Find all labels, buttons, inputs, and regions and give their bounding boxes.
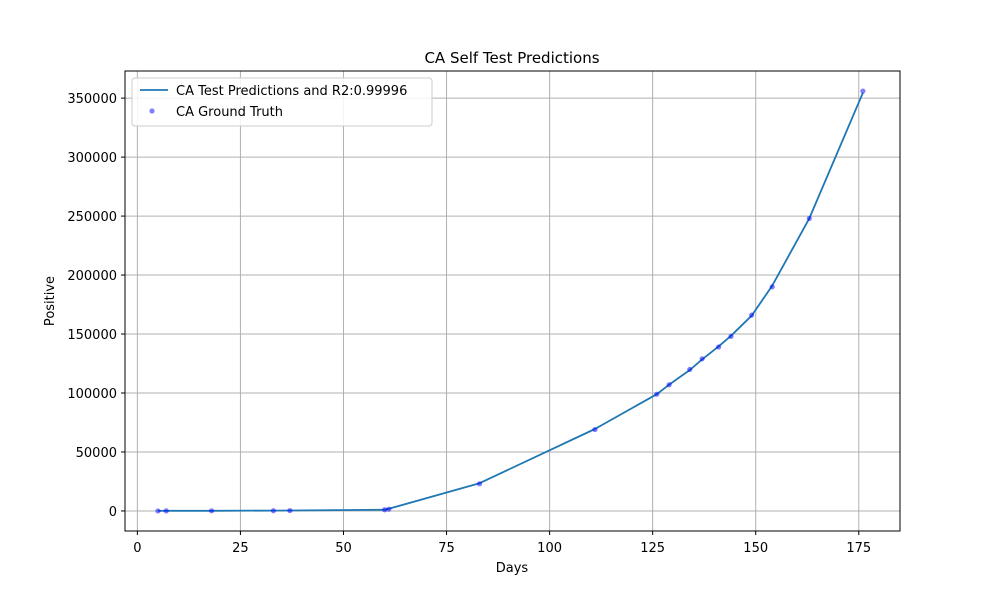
y-tick-label: 200000 (67, 269, 117, 284)
x-tick-label: 75 (438, 541, 455, 556)
ground-truth-point (769, 284, 775, 290)
x-tick-label: 50 (335, 541, 352, 556)
legend-point-swatch (149, 108, 155, 114)
x-tick-label: 25 (232, 541, 249, 556)
x-tick-label: 175 (846, 541, 871, 556)
series-layer (155, 88, 866, 514)
ground-truth-point (748, 312, 755, 318)
x-tick-label: 125 (640, 541, 665, 556)
legend-box (131, 77, 433, 127)
ground-truth-point (476, 481, 483, 487)
chart-title: CA Self Test Predictions (424, 49, 599, 67)
legend-label-ground-truth: CA Ground Truth (176, 105, 283, 120)
y-tick-label: 300000 (67, 151, 117, 166)
y-tick-label: 50000 (76, 446, 117, 461)
y-tick-label: 0 (109, 505, 117, 520)
legend-label-predictions: CA Test Predictions and R2:0.99996 (176, 84, 407, 99)
y-axis-label: Positive (43, 276, 58, 326)
ground-truth-point (592, 426, 598, 433)
ground-truth-point (382, 507, 388, 513)
y-tick-label: 350000 (67, 92, 117, 107)
ground-truth-point (208, 508, 215, 514)
x-tick-label: 100 (537, 541, 562, 556)
ground-truth-point (287, 507, 293, 514)
y-tick-label: 100000 (67, 387, 117, 402)
ground-truth-point (270, 508, 277, 514)
ground-truth-point (716, 344, 722, 350)
x-axis-label: Days (496, 561, 529, 576)
ground-truth-point (699, 356, 705, 362)
x-tick-label: 150 (743, 541, 768, 556)
ground-truth-point (666, 382, 672, 388)
ground-truth-point (654, 391, 660, 397)
ground-truth-point (155, 508, 161, 514)
legend: CA Test Predictions and R2:0.99996 CA Gr… (131, 77, 433, 127)
grid-layer (125, 71, 900, 531)
y-tick-label: 150000 (67, 328, 117, 343)
ground-truth-point (860, 88, 866, 94)
axis-layer: 0 25 50 75 100 125 150 175 0 50000 100000 150000 200… (67, 92, 871, 556)
ground-truth-point (806, 215, 812, 222)
x-tick-label: 0 (133, 541, 141, 556)
ground-truth-point (163, 508, 169, 514)
plot-frame (124, 70, 901, 532)
y-tick-label: 250000 (67, 210, 117, 225)
ground-truth-point (386, 506, 392, 512)
ground-truth-point (728, 333, 734, 339)
ground-truth-point (687, 366, 693, 373)
prediction-series-line (157, 92, 864, 512)
